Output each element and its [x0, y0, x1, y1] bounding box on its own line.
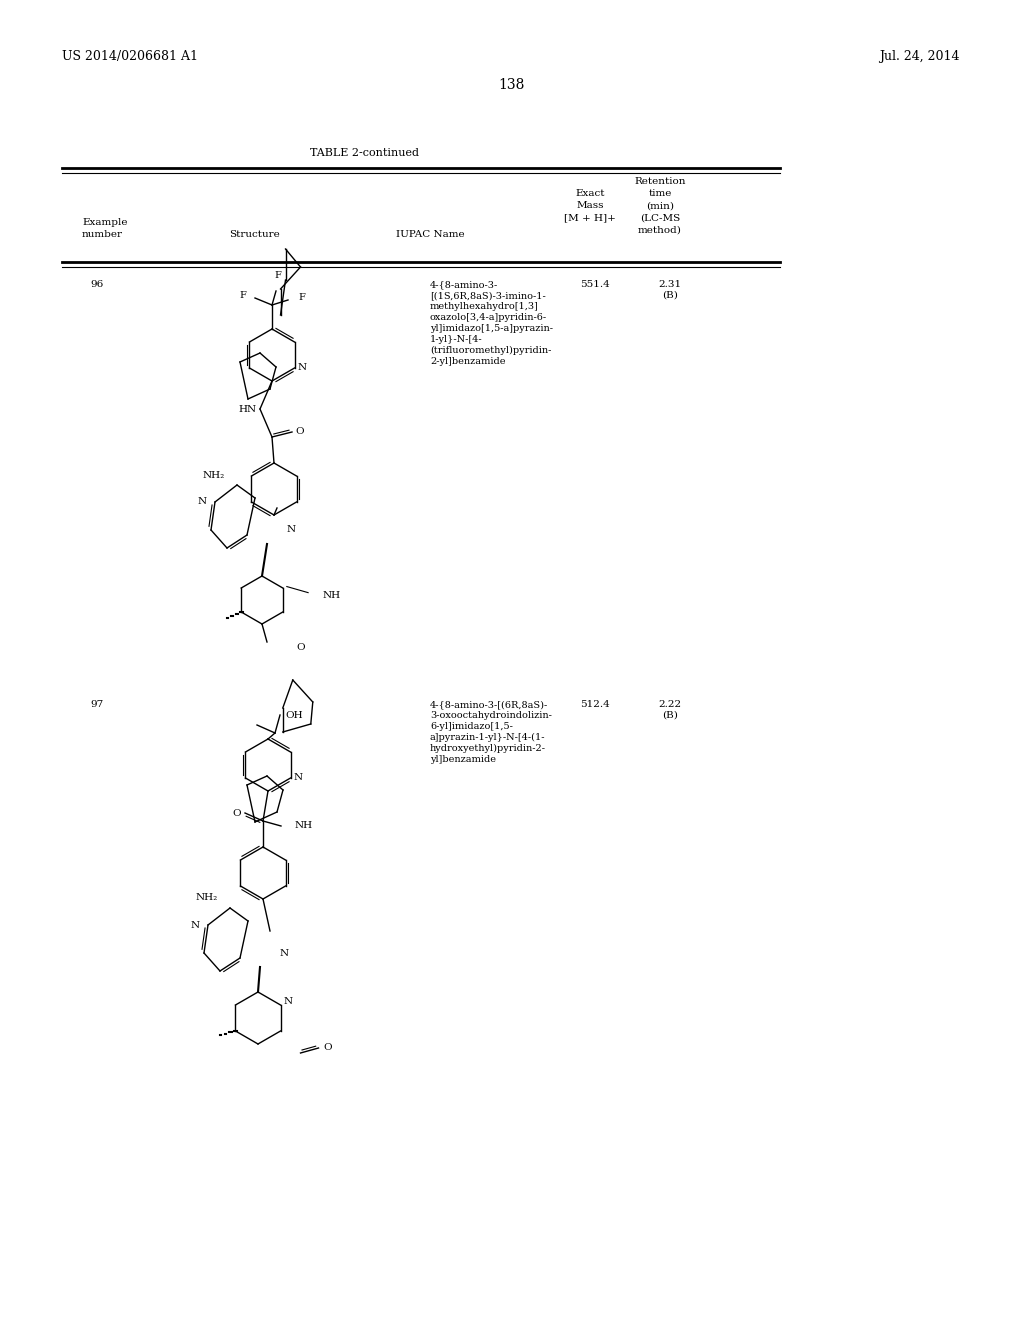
Text: (LC-MS: (LC-MS [640, 214, 680, 223]
Text: O: O [296, 428, 304, 437]
Text: N: N [280, 949, 289, 957]
Text: 97: 97 [90, 700, 103, 709]
Text: NH₂: NH₂ [203, 470, 225, 479]
Text: 2.22: 2.22 [658, 700, 682, 709]
Text: yl]benzamide: yl]benzamide [430, 755, 496, 764]
Text: 4-{8-amino-3-: 4-{8-amino-3- [430, 280, 499, 289]
Text: US 2014/0206681 A1: US 2014/0206681 A1 [62, 50, 198, 63]
Text: (B): (B) [663, 290, 678, 300]
Text: 6-yl]imidazo[1,5-: 6-yl]imidazo[1,5- [430, 722, 513, 731]
Text: NH: NH [323, 591, 341, 601]
Text: F: F [240, 290, 247, 300]
Text: oxazolo[3,4-a]pyridin-6-: oxazolo[3,4-a]pyridin-6- [430, 313, 547, 322]
Text: NH₂: NH₂ [196, 894, 218, 903]
Text: number: number [82, 230, 123, 239]
Text: hydroxyethyl)pyridin-2-: hydroxyethyl)pyridin-2- [430, 744, 546, 754]
Text: 512.4: 512.4 [581, 700, 610, 709]
Text: N: N [190, 920, 200, 929]
Text: 138: 138 [499, 78, 525, 92]
Text: 3-oxooctahydroindolizin-: 3-oxooctahydroindolizin- [430, 711, 552, 719]
Text: 96: 96 [90, 280, 103, 289]
Text: IUPAC Name: IUPAC Name [395, 230, 464, 239]
Text: [(1S,6R,8aS)-3-imino-1-: [(1S,6R,8aS)-3-imino-1- [430, 290, 546, 300]
Text: N: N [298, 363, 307, 372]
Text: N: N [198, 498, 207, 507]
Text: O: O [324, 1044, 332, 1052]
Text: TABLE 2-continued: TABLE 2-continued [310, 148, 420, 158]
Text: F: F [299, 293, 305, 301]
Text: Mass: Mass [577, 202, 604, 210]
Text: Exact: Exact [575, 190, 605, 198]
Text: N: N [287, 525, 296, 535]
Text: 551.4: 551.4 [581, 280, 610, 289]
Text: N: N [294, 774, 303, 783]
Text: method): method) [638, 226, 682, 235]
Text: a]pyrazin-1-yl}-N-[4-(1-: a]pyrazin-1-yl}-N-[4-(1- [430, 733, 546, 742]
Text: HN: HN [239, 404, 257, 413]
Text: Structure: Structure [229, 230, 281, 239]
Text: Example: Example [82, 218, 128, 227]
Text: O: O [297, 644, 305, 652]
Text: 1-yl}-N-[4-: 1-yl}-N-[4- [430, 335, 482, 345]
Text: 2.31: 2.31 [658, 280, 682, 289]
Text: O: O [232, 808, 242, 817]
Text: F: F [274, 271, 282, 280]
Text: (trifluoromethyl)pyridin-: (trifluoromethyl)pyridin- [430, 346, 551, 355]
Text: 2-yl]benzamide: 2-yl]benzamide [430, 356, 506, 366]
Text: NH: NH [295, 821, 313, 830]
Text: OH: OH [285, 710, 303, 719]
Text: Retention: Retention [634, 177, 686, 186]
Text: yl]imidazo[1,5-a]pyrazin-: yl]imidazo[1,5-a]pyrazin- [430, 323, 553, 333]
Text: time: time [648, 190, 672, 198]
Text: (min): (min) [646, 202, 674, 210]
Text: [M + H]+: [M + H]+ [564, 214, 616, 223]
Text: (B): (B) [663, 711, 678, 719]
Text: Jul. 24, 2014: Jul. 24, 2014 [880, 50, 961, 63]
Text: methylhexahydro[1,3]: methylhexahydro[1,3] [430, 302, 539, 312]
Text: N: N [284, 998, 293, 1006]
Text: 4-{8-amino-3-[(6R,8aS)-: 4-{8-amino-3-[(6R,8aS)- [430, 700, 548, 709]
